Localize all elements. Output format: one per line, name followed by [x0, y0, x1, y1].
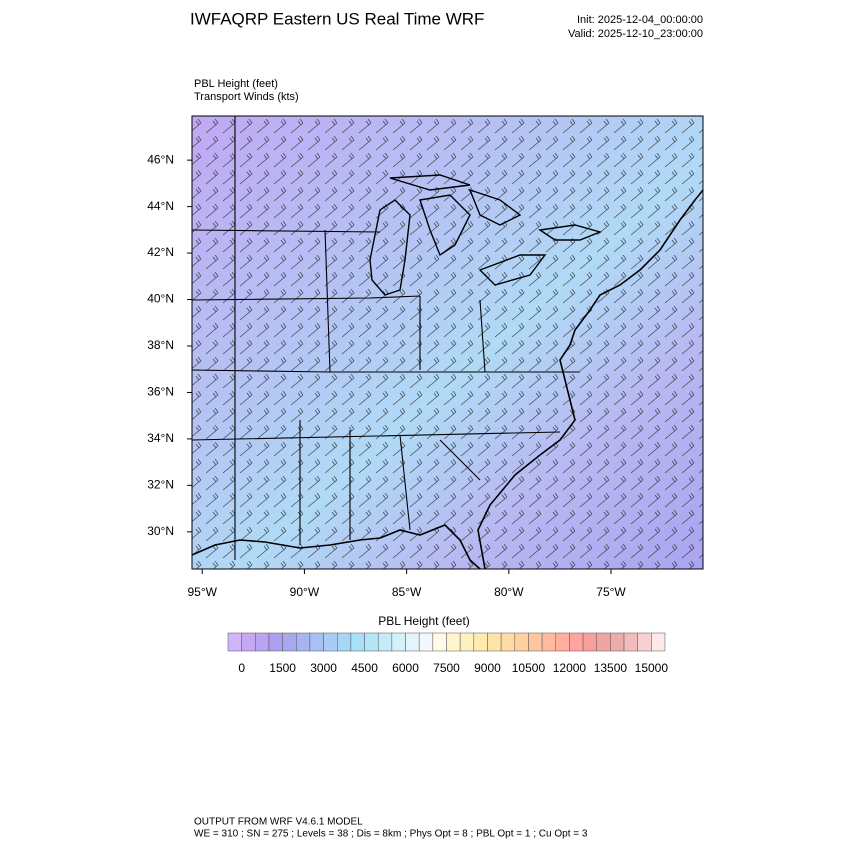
colorbar-tick-label: 9000 — [474, 661, 501, 675]
y-tick-label: 34°N — [147, 431, 174, 445]
colorbar-tick-label: 15000 — [635, 661, 669, 675]
colorbar-tick-label: 1500 — [269, 661, 296, 675]
title: IWFAQRP Eastern US Real Time WRF — [190, 9, 484, 28]
colorbar-box — [418, 632, 434, 652]
colorbar-box — [487, 632, 502, 652]
colorbar-tick-label: 6000 — [392, 661, 419, 675]
colorbar-box — [569, 632, 584, 652]
valid-time: Valid: 2025-12-10_23:00:00 — [568, 28, 703, 40]
y-tick-label: 30°N — [147, 524, 174, 538]
colorbar-box — [459, 632, 475, 652]
colorbar-box — [255, 632, 270, 652]
colorbar-box — [432, 632, 447, 652]
x-tick-label: 80°W — [494, 585, 524, 599]
colorbar-box — [610, 632, 625, 652]
colorbar-box — [623, 632, 638, 652]
colorbar-box — [350, 632, 365, 652]
x-tick-label: 85°W — [392, 585, 422, 599]
colorbar-box — [541, 632, 556, 652]
y-tick-label: 32°N — [147, 478, 174, 492]
colorbar-box — [555, 632, 570, 652]
x-tick-label: 95°W — [187, 585, 217, 599]
wind-barbs — [192, 116, 703, 569]
footer-line: OUTPUT FROM WRF V4.6.1 MODEL — [194, 817, 363, 828]
colorbar-box — [309, 632, 324, 652]
colorbar-box — [364, 632, 379, 652]
footer-line: WE = 310 ; SN = 275 ; Levels = 38 ; Dis … — [194, 829, 588, 840]
colorbar-box — [282, 632, 297, 652]
y-tick-label: 42°N — [147, 245, 174, 259]
map — [192, 116, 703, 569]
colorbar-box — [528, 632, 543, 652]
field-label: PBL Height (feet) — [194, 78, 278, 90]
colorbar-box — [596, 632, 611, 652]
colorbar-box — [377, 632, 393, 652]
colorbar-box — [296, 632, 311, 652]
colorbar-tick-label: 3000 — [310, 661, 337, 675]
colorbar-box — [637, 632, 652, 652]
colorbar-box — [391, 632, 406, 652]
colorbar-box — [473, 632, 488, 652]
colorbar-tick-label: 10500 — [512, 661, 546, 675]
colorbar-box — [651, 632, 666, 652]
map-frame — [191, 115, 704, 570]
colorbar-tick-label: 7500 — [433, 661, 460, 675]
colorbar-box — [582, 632, 597, 652]
colorbar-tick-label: 12000 — [553, 661, 587, 675]
coastline — [192, 189, 703, 569]
init-time: Init: 2025-12-04_00:00:00 — [577, 14, 703, 26]
y-tick-label: 40°N — [147, 292, 174, 306]
colorbar-box — [514, 632, 529, 652]
colorbar-box — [323, 632, 338, 652]
state-borders — [192, 116, 580, 560]
great-lakes — [369, 174, 603, 296]
wind-label: Transport Winds (kts) — [194, 91, 299, 103]
colorbar-box — [337, 632, 352, 652]
colorbar-tick-label: 4500 — [351, 661, 378, 675]
y-tick-label: 46°N — [147, 152, 174, 166]
colorbar-tick-label: 13500 — [594, 661, 628, 675]
colorbar-title: PBL Height (feet) — [378, 614, 470, 628]
colorbar-box — [446, 632, 461, 652]
colorbar-box — [405, 632, 420, 652]
x-tick-label: 75°W — [596, 585, 626, 599]
x-tick-label: 90°W — [290, 585, 320, 599]
colorbar-box — [241, 632, 256, 652]
y-tick-label: 38°N — [147, 338, 174, 352]
colorbar-box — [268, 632, 283, 652]
colorbar-box — [500, 632, 516, 652]
y-tick-label: 36°N — [147, 385, 174, 399]
colorbar-box — [227, 632, 242, 652]
y-tick-label: 44°N — [147, 199, 174, 213]
colorbar-tick-label: 0 — [238, 661, 245, 675]
